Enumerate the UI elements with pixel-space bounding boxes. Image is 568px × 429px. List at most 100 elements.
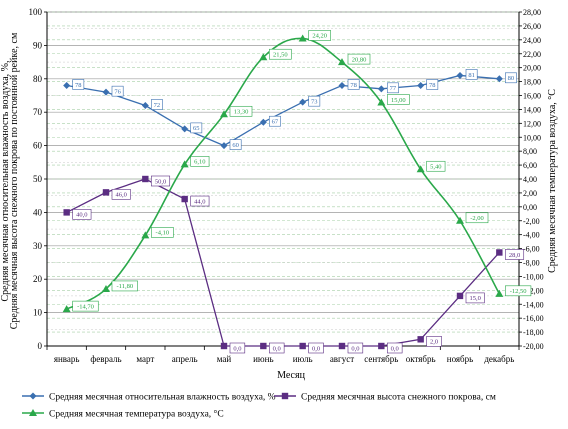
y-right-tick-label: -6,00 (523, 245, 540, 254)
series-2-point (260, 342, 267, 350)
data-label-box (505, 249, 525, 260)
legend-label-1: Средняя месячная относительная влажность… (49, 393, 276, 403)
data-label: -4,10 (156, 230, 170, 237)
legend-marker-3 (29, 409, 37, 416)
y-right-tick-label: 2,00 (523, 189, 537, 198)
x-tick-label: февраль (90, 354, 121, 364)
series-2-point (378, 342, 385, 350)
data-label-box (308, 30, 331, 41)
y-right-tick-label: 0,00 (523, 203, 537, 212)
data-label: 44,0 (194, 198, 205, 205)
series-1-point (181, 125, 189, 133)
data-label: 0,0 (351, 345, 359, 352)
data-label-box (151, 99, 163, 110)
data-label-box (465, 292, 485, 304)
data-label-box (505, 72, 517, 84)
data-label-box (151, 227, 174, 238)
series-1-point (377, 85, 385, 93)
y-axis-right-title: Средняя месячная температура воздуха, °С (547, 89, 558, 273)
y-right-tick-label: 22,00 (523, 50, 541, 59)
data-label: -14,70 (77, 303, 94, 310)
series-1-point (63, 81, 71, 89)
series-3-point (416, 165, 425, 173)
y-right-tick-label: -12,00 (523, 286, 544, 295)
data-label: 40,0 (76, 212, 87, 219)
data-label-box (151, 175, 171, 187)
y-right-tick-label: -16,00 (523, 314, 544, 323)
y-left-tick-label: 10 (33, 308, 43, 318)
y-left-tick-label: 40 (33, 207, 43, 217)
y-right-tick-label: -2,00 (523, 217, 540, 226)
data-label-box (229, 139, 242, 150)
series-3-point (259, 53, 268, 61)
data-label: 72 (154, 102, 161, 109)
series-1-point (338, 81, 346, 89)
data-label: -12,50 (510, 288, 527, 295)
data-label-box (190, 122, 203, 134)
series-1-point (141, 102, 149, 110)
data-label: 78 (429, 82, 436, 89)
data-label-box (465, 69, 478, 80)
y-right-tick-label: 26,00 (523, 22, 541, 31)
data-label-box (72, 79, 85, 90)
series-2-point (496, 249, 503, 256)
y-right-tick-label: -8,00 (523, 259, 540, 268)
data-label: 28,0 (509, 252, 520, 259)
data-label: 80 (508, 75, 515, 82)
legend-marker-2 (281, 392, 289, 400)
data-label-box (426, 79, 439, 90)
legend-marker-1 (29, 392, 37, 400)
legend-label-3: Средняя месячная температура воздуха, °С (49, 409, 224, 420)
y-left-tick-label: 20 (33, 274, 43, 284)
y-left-tick-label: 100 (29, 7, 43, 17)
series-2-point (417, 336, 424, 343)
data-label-box (465, 212, 489, 224)
x-tick-label: май (217, 354, 232, 364)
data-label-box (72, 300, 99, 312)
data-label-box (111, 85, 124, 97)
data-label-box (505, 285, 532, 297)
data-label-box (387, 94, 410, 105)
series-3-point (298, 34, 307, 42)
data-label: 78 (350, 82, 357, 89)
y-right-tick-label: -10,00 (523, 272, 544, 281)
data-label-box (269, 342, 285, 354)
y-right-tick-label: 20,00 (523, 64, 541, 73)
y-right-tick-label: -4,00 (523, 231, 540, 240)
x-tick-label: апрель (172, 354, 198, 364)
data-label-box (426, 336, 442, 347)
data-label-box (72, 209, 92, 220)
data-label-box (347, 342, 364, 354)
data-label-box (229, 342, 246, 354)
data-label: 24,20 (312, 33, 327, 40)
data-label: -11,80 (117, 283, 134, 290)
data-label: 46,0 (116, 192, 127, 199)
data-label-box (347, 79, 360, 90)
data-label: 6,10 (194, 159, 205, 166)
series-3-point (141, 231, 150, 239)
y-right-tick-label: 12,00 (523, 119, 541, 128)
data-label: 0,0 (273, 345, 281, 352)
series-1-point (299, 98, 307, 106)
data-label-box (111, 280, 138, 292)
x-axis-title: Месяц (277, 370, 305, 381)
series-3-point (180, 160, 189, 168)
data-label-box (111, 189, 131, 200)
data-label-box (347, 53, 371, 65)
y-right-tick-label: 18,00 (523, 78, 541, 87)
series-2-point (63, 209, 70, 216)
data-label-box (190, 195, 210, 207)
y-right-tick-label: 28,00 (523, 8, 541, 17)
data-label: 81 (468, 72, 475, 79)
y-axis-left-title-line1: Средняя месячная высота снежного покрова… (9, 32, 20, 329)
data-label: 20,80 (352, 56, 367, 63)
data-label-box (308, 342, 324, 354)
x-tick-label: март (136, 354, 154, 364)
y-right-tick-label: 4,00 (523, 175, 537, 184)
data-label: 0,0 (233, 345, 241, 352)
series-1-point (456, 71, 464, 79)
series-3-point (338, 58, 346, 66)
series-2-point (299, 342, 306, 350)
